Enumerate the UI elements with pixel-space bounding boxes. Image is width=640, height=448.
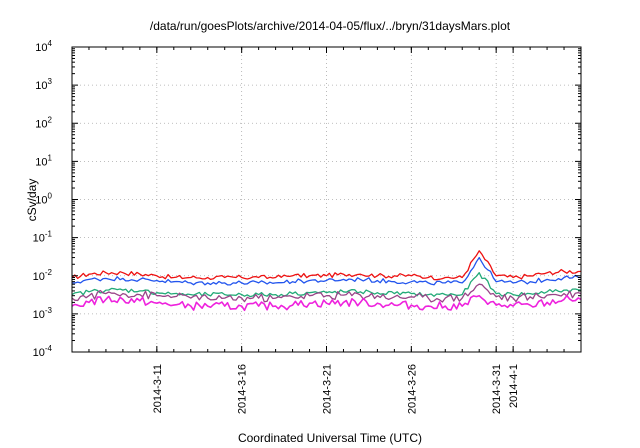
chart-title: /data/run/goesPlots/archive/2014-04-05/f… — [150, 19, 511, 33]
x-tick-label: 2014-3-11 — [152, 364, 164, 413]
x-tick-label: 2014-3-16 — [237, 364, 249, 414]
x-tick-label: 2014-4-1 — [508, 364, 520, 408]
y-axis-label: cSv/day — [25, 179, 39, 222]
x-tick-label: 2014-3-21 — [322, 364, 334, 414]
series-line-4 — [71, 283, 582, 303]
y-tick-label: 10-2 — [33, 268, 53, 283]
y-tick-label: 102 — [35, 115, 52, 130]
y-tick-label: 104 — [35, 39, 52, 54]
y-tick-label: 100 — [35, 192, 52, 207]
y-tick-label: 10-3 — [33, 306, 53, 321]
y-tick-label: 101 — [35, 153, 52, 168]
x-tick-label: 2014-3-31 — [491, 364, 503, 414]
y-tick-labels: 10-4 10-3 10-2 10-1 100 101 102 103 104 — [33, 39, 53, 359]
series-line-5 — [71, 294, 582, 312]
x-axis-label: Coordinated Universal Time (UTC) — [238, 431, 422, 445]
y-tick-label: 103 — [35, 77, 52, 92]
series-group — [71, 250, 582, 312]
x-tick-labels: 2014-3-11 2014-3-16 2014-3-21 2014-3-26 2014… — [152, 364, 520, 414]
x-tick-label: 2014-3-26 — [406, 364, 418, 414]
series-line-2 — [71, 256, 582, 286]
plot-frame — [71, 46, 582, 353]
series-line-1 — [71, 250, 582, 281]
y-tick-label: 10-1 — [33, 230, 53, 245]
y-tick-label: 10-4 — [33, 344, 53, 359]
series-line-3 — [71, 272, 582, 298]
